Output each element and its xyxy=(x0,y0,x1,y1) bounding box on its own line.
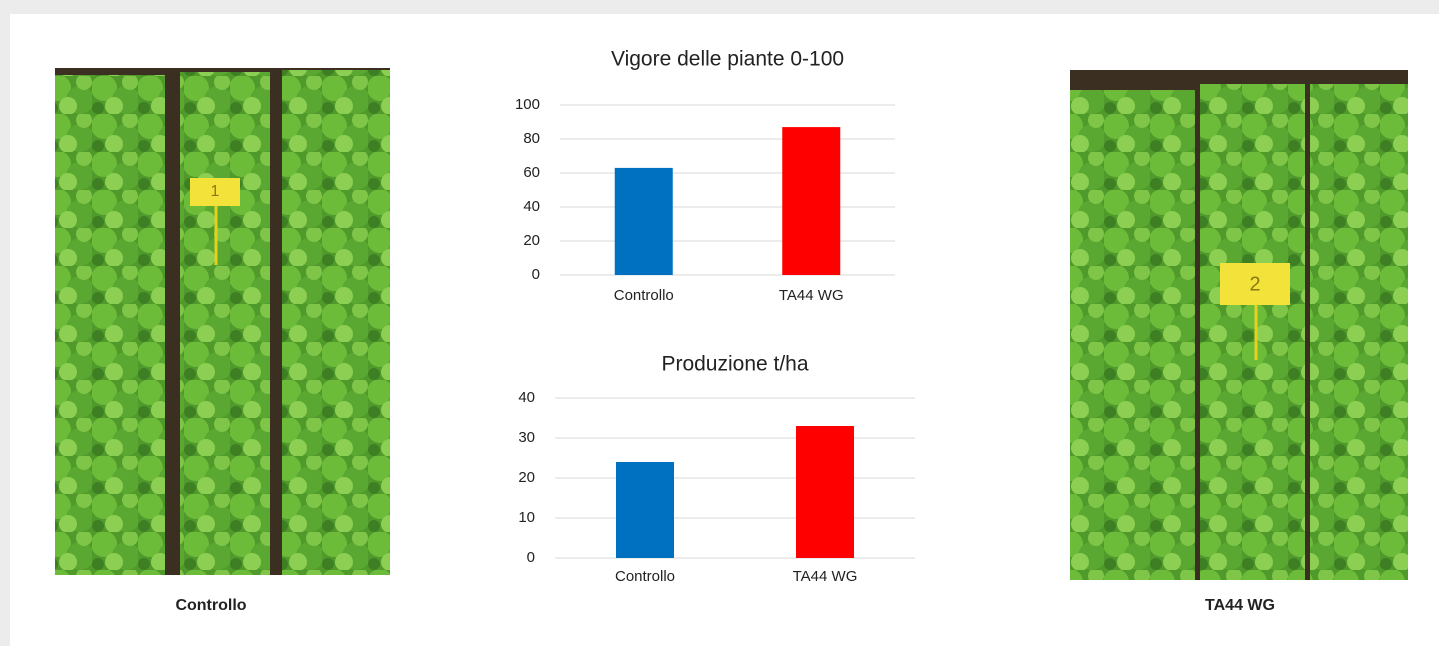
sign-label: 2 xyxy=(1249,273,1260,295)
y-tick-label: 60 xyxy=(523,164,540,181)
photo-caption: TA44 WG xyxy=(1205,597,1275,614)
y-tick-label: 100 xyxy=(515,96,540,113)
x-tick-label: Controllo xyxy=(615,568,675,585)
y-tick-label: 10 xyxy=(518,509,535,526)
x-tick-label: Controllo xyxy=(614,287,674,304)
bar xyxy=(616,462,674,558)
photo-caption: Controllo xyxy=(175,597,246,614)
y-tick-label: 40 xyxy=(518,389,535,406)
chart-title: Produzione t/ha xyxy=(661,353,808,376)
y-tick-label: 0 xyxy=(527,549,535,566)
x-tick-label: TA44 WG xyxy=(793,568,858,585)
y-tick-label: 20 xyxy=(518,469,535,486)
sign-label: 1 xyxy=(211,183,220,200)
y-tick-label: 30 xyxy=(518,429,535,446)
bar xyxy=(796,426,854,558)
x-tick-label: TA44 WG xyxy=(779,287,844,304)
page: 1 Controllo 2 TA44 WG Vigore delle piant… xyxy=(0,0,1439,646)
bar xyxy=(782,127,840,275)
y-tick-label: 40 xyxy=(523,198,540,215)
y-tick-label: 0 xyxy=(532,266,540,283)
chart-title: Vigore delle piante 0-100 xyxy=(611,48,844,71)
y-tick-label: 80 xyxy=(523,130,540,147)
figure: 1 Controllo 2 TA44 WG Vigore delle piant… xyxy=(0,0,1439,646)
y-tick-label: 20 xyxy=(523,232,540,249)
photo-controllo: 1 xyxy=(55,68,390,575)
photo-ta44: 2 xyxy=(1070,70,1408,580)
bar xyxy=(615,168,673,275)
